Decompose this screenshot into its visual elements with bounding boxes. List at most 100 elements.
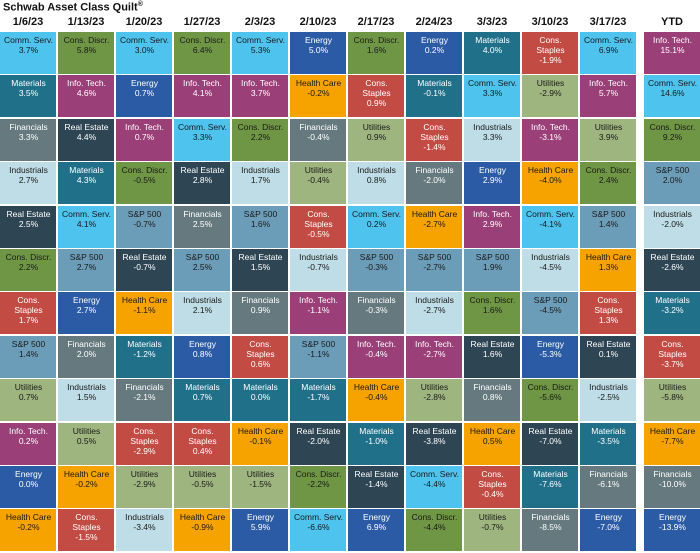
quilt-cell: Industrials 0.8% — [348, 162, 404, 205]
sector-name: Health Care — [527, 165, 574, 176]
sector-name: Industrials — [415, 295, 454, 306]
sector-return: -0.4% — [365, 348, 388, 359]
sector-return: 0.7% — [18, 392, 39, 403]
sector-return: 1.5% — [76, 392, 97, 403]
sector-name: Cons. Staples — [246, 338, 275, 359]
quilt-cell: Energy -5.3% — [522, 335, 578, 378]
sector-return: 3.3% — [482, 131, 503, 142]
sector-name: Real Estate — [122, 252, 167, 262]
sector-name: S&P 500 — [417, 252, 452, 262]
sector-return: 9.2% — [662, 131, 683, 142]
sector-name: Info. Tech. — [8, 425, 49, 436]
quilt-cell: Cons. Discr. -4.4% — [406, 509, 462, 552]
column-header: 3/10/23 — [531, 16, 569, 28]
sector-return: -2.2% — [307, 479, 330, 489]
sector-return: -0.9% — [191, 522, 214, 533]
sector-return: 0.0% — [250, 392, 271, 403]
quilt-cell: Financials -8.5% — [522, 509, 578, 552]
sector-return: -4.5% — [539, 305, 562, 316]
quilt-cell: Real Estate -1.4% — [348, 466, 404, 508]
quilt-cell: Materials 4.3% — [58, 162, 114, 205]
sector-name: Utilities — [658, 382, 687, 393]
quilt-cell: Materials 4.0% — [464, 32, 520, 74]
quilt-cell: Energy 6.9% — [348, 509, 404, 552]
sector-return: 14.6% — [660, 88, 685, 99]
sector-return: 0.9% — [250, 305, 271, 316]
quilt-cell: Utilities -1.5% — [232, 466, 288, 508]
column-header: 2/24/23 — [415, 16, 453, 28]
sector-name: Utilities — [536, 78, 565, 89]
sector-return: -1.1% — [307, 305, 330, 316]
sector-return: -1.4% — [365, 479, 388, 489]
sector-name: Utilities — [246, 469, 275, 479]
sector-name: Utilities — [188, 469, 217, 479]
quilt-cell: Health Care -1.1% — [116, 292, 172, 335]
quilt-cell: Info. Tech. -1.1% — [290, 292, 346, 335]
quilt-cell: Cons. Discr. 1.6% — [464, 292, 520, 335]
quilt-cell: Real Estate -7.0% — [522, 422, 578, 465]
sector-name: Comm. Serv. — [120, 35, 169, 45]
column-header: 1/20/23 — [125, 16, 163, 28]
quilt-cell: Real Estate 1.6% — [464, 335, 520, 378]
sector-return: -3.8% — [423, 435, 446, 446]
sector-return: -1.1% — [307, 348, 330, 359]
sector-name: Health Care — [295, 78, 342, 89]
sector-return: 2.9% — [482, 218, 503, 229]
quilt-cell: Materials 0.0% — [232, 379, 288, 422]
quilt-cell: Cons. Discr. -5.6% — [522, 379, 578, 422]
sector-name: Real Estate — [64, 121, 109, 132]
sector-name: Comm. Serv. — [352, 208, 401, 219]
sector-name: Materials — [533, 469, 568, 479]
sector-return: -10.0% — [659, 479, 686, 489]
quilt-cell: Cons. Staples -0.4% — [464, 466, 520, 508]
sector-return: -0.5% — [191, 479, 214, 489]
sector-return: 2.0% — [76, 348, 97, 359]
sector-return: -7.6% — [539, 479, 562, 489]
sector-return: 1.6% — [482, 305, 503, 316]
quilt-cell: Industrials -4.5% — [522, 249, 578, 291]
sector-return: 4.0% — [482, 45, 503, 55]
quilt-cell: Industrials 2.7% — [0, 162, 56, 205]
quilt-cell: Health Care -0.2% — [0, 509, 56, 552]
sector-name: Cons. Discr. — [237, 121, 284, 132]
sector-name: Financials — [183, 208, 222, 219]
sector-name: Info. Tech. — [298, 295, 339, 306]
quilt-cell: S&P 500 1.4% — [0, 335, 56, 378]
quilt-cell: Real Estate -2.6% — [644, 249, 700, 291]
quilt-cell: Comm. Serv. 14.6% — [644, 75, 700, 118]
quilt-cell: Cons. Staples -1.4% — [406, 118, 462, 161]
quilt-cell: Industrials -3.4% — [116, 509, 172, 552]
quilt-cell: Energy 0.8% — [174, 335, 230, 378]
sector-return: -5.3% — [539, 348, 562, 359]
sector-return: -4.5% — [539, 262, 562, 272]
sector-return: 1.7% — [18, 315, 39, 326]
sector-name: Materials — [69, 165, 104, 176]
quilt-cell: Info. Tech. 5.7% — [580, 75, 636, 118]
sector-return: -3.2% — [661, 305, 684, 316]
sector-name: Energy — [595, 512, 622, 523]
sector-name: Health Care — [5, 512, 52, 523]
sector-return: 2.1% — [192, 305, 213, 316]
quilt-cell: Info. Tech. -3.1% — [522, 118, 578, 161]
quilt-cell: Cons. Discr. 6.4% — [174, 32, 230, 74]
sector-return: -0.5% — [133, 175, 156, 186]
quilt-cell: Utilities 0.9% — [348, 118, 404, 161]
sector-return: -3.4% — [133, 522, 156, 533]
sector-return: -2.9% — [539, 88, 562, 99]
sector-name: Comm. Serv. — [178, 121, 227, 132]
sector-return: 5.3% — [250, 45, 271, 55]
sector-name: Comm. Serv. — [526, 208, 575, 219]
sector-name: Health Care — [649, 425, 696, 436]
quilt-cell: Utilities -2.9% — [116, 466, 172, 508]
quilt-cell: Energy 5.0% — [290, 32, 346, 74]
sector-name: Cons. Staples — [594, 295, 623, 316]
sector-return: -0.4% — [365, 392, 388, 403]
sector-name: Health Care — [179, 512, 226, 523]
quilt-cell: Financials -0.4% — [290, 118, 346, 161]
sector-return: 6.9% — [366, 522, 387, 533]
sector-name: Real Estate — [528, 425, 573, 436]
quilt-cell: Health Care -0.2% — [58, 466, 114, 508]
column-header: 1/6/23 — [12, 16, 44, 28]
column-header: 1/13/23 — [67, 16, 105, 28]
sector-return: 1.9% — [482, 262, 503, 272]
